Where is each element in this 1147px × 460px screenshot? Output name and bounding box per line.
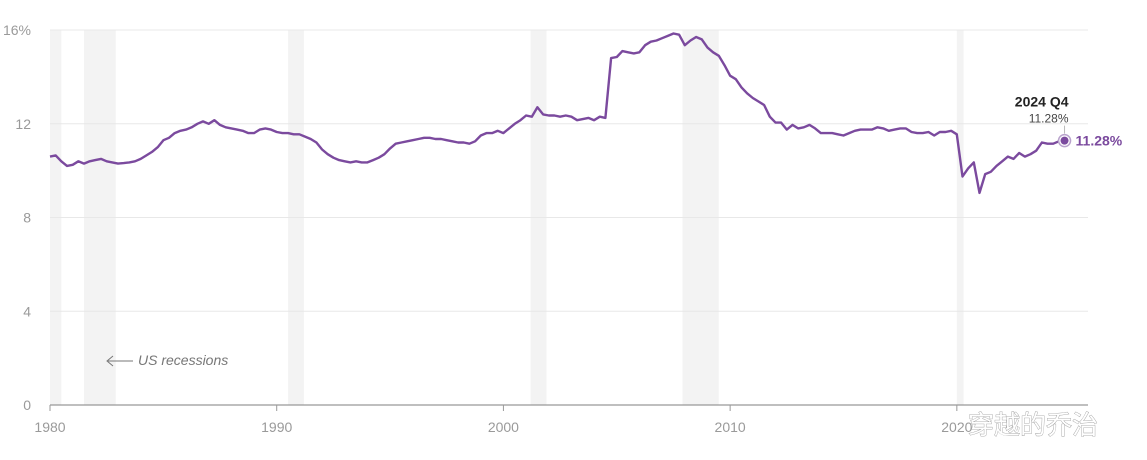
x-tick-label: 2020 — [941, 419, 972, 435]
gridlines — [50, 29, 1088, 406]
recessions-legend: US recessions — [106, 352, 228, 368]
y-tick-label: 16% — [3, 22, 31, 38]
annotation-title: 2024 Q4 — [1015, 94, 1069, 110]
watermark: 穿越的乔治 — [968, 411, 1098, 441]
last-point-annotation: 2024 Q4 11.28% 11.28% — [1015, 94, 1123, 149]
x-tick-label: 2000 — [488, 419, 519, 435]
end-value-label: 11.28% — [1076, 133, 1123, 149]
y-tick-label: 4 — [23, 303, 31, 319]
x-tick-label: 1980 — [34, 419, 65, 435]
y-tick-label: 12 — [15, 116, 31, 132]
series-line — [49, 32, 1065, 195]
y-tick-label: 0 — [23, 397, 31, 413]
legend-arrow-head — [106, 355, 114, 367]
y-tick-label: 8 — [23, 210, 31, 226]
annotation-value: 11.28% — [1029, 112, 1069, 126]
end-point-marker — [1060, 136, 1069, 145]
x-axis-ticks: 1980 1990 2000 2010 2020 — [34, 405, 973, 435]
recessions-label: US recessions — [138, 352, 228, 368]
x-tick-label: 1990 — [261, 419, 292, 435]
y-axis-ticks: 16% 12 8 4 0 — [3, 22, 31, 413]
x-tick-label: 2010 — [715, 419, 746, 435]
